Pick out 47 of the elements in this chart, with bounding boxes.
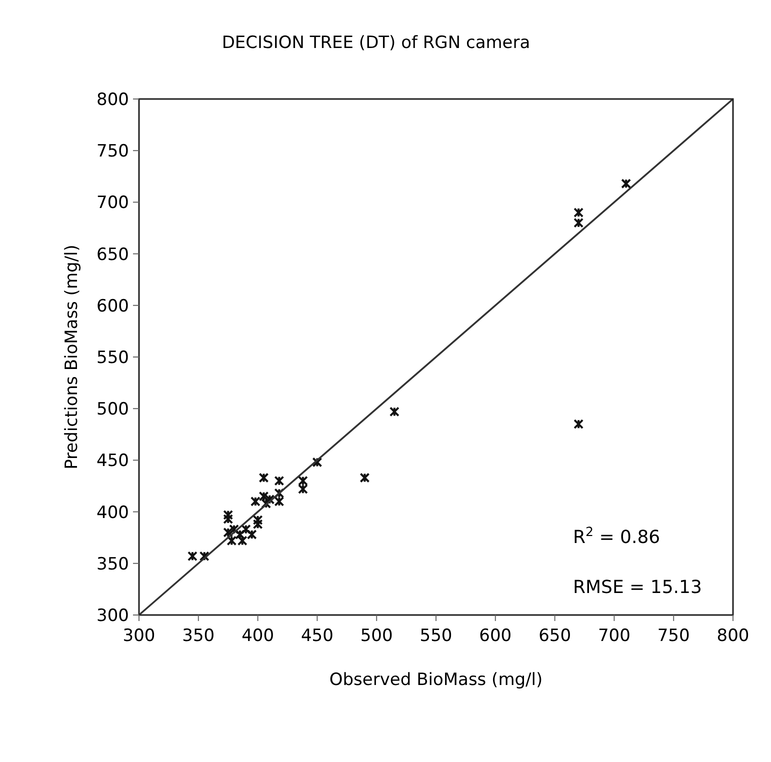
point: [258, 472, 269, 483]
y-tick-label: 650: [96, 244, 129, 265]
chart-title: DECISION TREE (DT) of RGN camera: [222, 33, 530, 53]
y-tick-label: 300: [96, 606, 129, 626]
y-tick-label: 450: [96, 451, 129, 472]
point: [187, 551, 198, 562]
point: [298, 476, 308, 486]
y-tick-label: 400: [96, 502, 129, 523]
x-tick-label: 550: [420, 626, 452, 646]
y-tick-label: 350: [96, 554, 129, 574]
y-tick-label: 800: [96, 90, 129, 110]
x-tick-label: 350: [182, 626, 215, 646]
annotation: R$^{2}$ = 0.86: [573, 524, 660, 548]
x-tick-label: 600: [479, 626, 512, 646]
annotation: RMSE = 15.13: [573, 577, 702, 598]
y-tick-label: 600: [96, 296, 129, 316]
x-tick-label: 450: [300, 626, 334, 646]
x-tick-label: 800: [716, 626, 750, 646]
point: [298, 484, 308, 494]
point: [574, 208, 584, 218]
x-tick-label: 650: [538, 626, 572, 646]
x-tick-label: 400: [242, 626, 274, 646]
point: [574, 419, 584, 430]
point: [621, 178, 632, 189]
point: [223, 510, 234, 520]
y-tick-label: 550: [96, 348, 129, 368]
point: [252, 515, 263, 526]
point: [252, 519, 263, 530]
x-tick-label: 700: [598, 626, 630, 646]
point: [274, 496, 284, 506]
point: [274, 476, 284, 486]
point: [312, 457, 322, 468]
point: [360, 472, 370, 483]
x-axis-title: Observed BioMass (mg/l): [329, 670, 543, 690]
x-tick-label: 500: [360, 626, 393, 646]
point: [574, 218, 584, 228]
y-tick-label: 700: [96, 193, 129, 214]
y-tick-label: 750: [96, 142, 129, 162]
point: [274, 488, 284, 498]
point: [264, 494, 275, 504]
point: [199, 551, 210, 562]
y-axis-title: Predictions BioMass (mg/l): [62, 244, 82, 470]
x-tick-label: 750: [657, 626, 690, 646]
point: [389, 406, 400, 417]
y-tick-label: 500: [96, 400, 129, 420]
x-tick-label: 300: [122, 626, 156, 646]
point: [250, 496, 260, 506]
